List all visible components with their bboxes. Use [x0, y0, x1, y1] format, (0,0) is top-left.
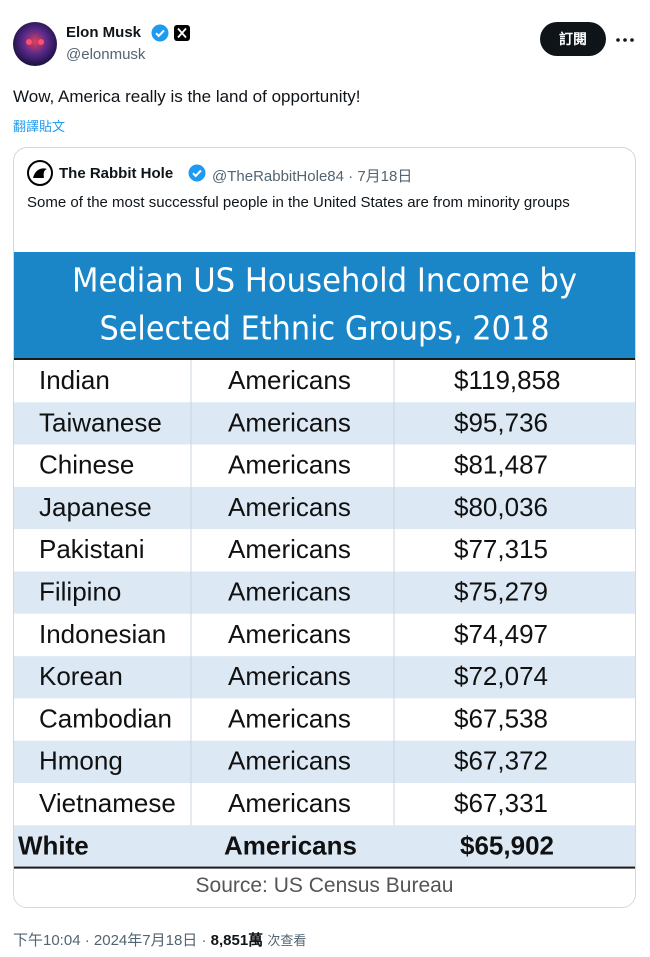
ethnic-group: Cambodian [39, 703, 172, 733]
table-row [14, 360, 635, 403]
median-income: $81,487 [454, 450, 548, 480]
americans-label: Americans [228, 746, 351, 776]
americans-label: Americans [228, 492, 351, 522]
ethnic-group: White [18, 830, 89, 860]
avatar[interactable] [13, 22, 57, 66]
follow-button[interactable]: 訂閱 [540, 22, 606, 56]
tweet-time: 下午10:04 [13, 932, 81, 949]
table-row [14, 825, 635, 868]
table-border [14, 358, 635, 360]
table-row [14, 571, 635, 614]
ethnic-group: Filipino [39, 577, 121, 607]
americans-label: Americans [228, 534, 351, 564]
americans-label: Americans [224, 830, 357, 860]
quote-author-name: The Rabbit Hole [59, 165, 174, 182]
image-source: Source: US Census Bureau [196, 874, 454, 897]
median-income: $95,736 [454, 407, 548, 437]
view-label: 次查看 [267, 933, 307, 948]
americans-label: Americans [228, 788, 351, 818]
table-row [14, 444, 635, 487]
tweet-footer: 下午10:04 · 2024年7月18日 · 8,851萬 次查看 [13, 929, 306, 950]
median-income: $67,331 [454, 788, 548, 818]
author-handle[interactable]: @elonmusk [66, 46, 146, 63]
ethnic-group: Japanese [39, 492, 152, 522]
americans-label: Americans [228, 577, 351, 607]
quote-avatar [27, 160, 53, 186]
ethnic-group: Pakistani [39, 534, 145, 564]
tweet-date: 2024年7月18日 [93, 932, 198, 949]
median-income: $65,902 [460, 830, 554, 860]
tweet-text: Wow, America really is the land of oppor… [13, 87, 361, 106]
table-row [14, 402, 635, 445]
americans-label: Americans [228, 407, 351, 437]
table-row [14, 486, 635, 530]
median-income: $67,372 [454, 746, 548, 776]
ethnic-group: Hmong [39, 746, 123, 776]
ethnic-group: Korean [39, 661, 123, 691]
quote-date: 7月18日 [357, 168, 413, 185]
table-row [14, 529, 635, 572]
verified-badge [188, 164, 206, 182]
image-title: Median US Household Income by [72, 261, 577, 300]
median-income: $72,074 [454, 661, 548, 691]
quote-text: Some of the most successful people in th… [27, 194, 570, 211]
median-income: $74,497 [454, 619, 548, 649]
author-name[interactable]: Elon Musk [66, 24, 142, 41]
table-row [14, 783, 635, 826]
americans-label: Americans [228, 450, 351, 480]
table-border [14, 866, 635, 869]
x-badge [174, 25, 190, 41]
table-row [14, 740, 635, 783]
americans-label: Americans [228, 365, 351, 395]
ethnic-group: Indian [39, 365, 110, 395]
median-income: $67,538 [454, 703, 548, 733]
table-row [14, 656, 635, 699]
quote-meta: @TheRabbitHole84 · 7月18日 [212, 165, 412, 186]
americans-label: Americans [228, 619, 351, 649]
median-income: $77,315 [454, 534, 548, 564]
americans-label: Americans [228, 703, 351, 733]
table-row [14, 613, 635, 657]
image-title: Selected Ethnic Groups, 2018 [100, 309, 550, 348]
more-menu[interactable] [615, 32, 635, 48]
ethnic-group: Taiwanese [39, 407, 162, 437]
view-count: 8,851萬 [210, 932, 264, 949]
verified-badge [151, 24, 169, 42]
median-income: $119,858 [454, 365, 561, 395]
ethnic-group: Chinese [39, 450, 134, 480]
table-row [14, 698, 635, 741]
table-image: Median US Household Income by Selected Et… [14, 252, 635, 907]
ethnic-group: Vietnamese [39, 788, 176, 818]
median-income: $75,279 [454, 577, 548, 607]
quote-card[interactable]: The Rabbit Hole @TheRabbitHole84 · 7月18日… [13, 147, 636, 908]
title-band [14, 252, 635, 358]
ethnic-group: Indonesian [39, 619, 166, 649]
americans-label: Americans [228, 661, 351, 691]
separator: · [84, 932, 90, 949]
separator: · [348, 168, 354, 185]
median-income: $80,036 [454, 492, 548, 522]
separator: · [201, 932, 207, 949]
translate-link[interactable]: 翻譯貼文 [13, 119, 66, 134]
quote-author-handle: @TheRabbitHole84 [212, 168, 344, 185]
